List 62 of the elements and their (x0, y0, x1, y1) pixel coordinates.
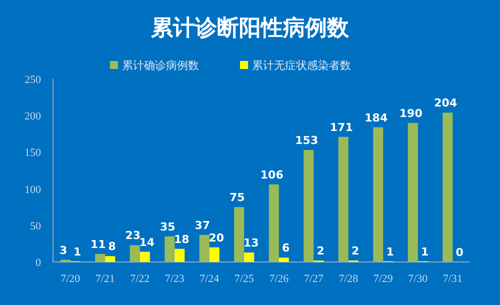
x-tick-label: 7/23 (164, 273, 185, 285)
data-label: 23 (125, 229, 141, 242)
y-tick-label: 200 (24, 110, 42, 123)
x-tick-label: 7/29 (373, 273, 394, 285)
x-tick-label: 7/25 (234, 273, 254, 285)
x-tick-label: 7/28 (338, 273, 359, 285)
data-label: 1 (386, 245, 394, 258)
data-label: 2 (316, 244, 324, 258)
data-label: 184 (364, 111, 388, 124)
x-tick-label: 7/21 (95, 273, 115, 285)
data-label: 11 (90, 238, 106, 251)
bar (278, 258, 289, 262)
data-label: 1 (74, 245, 82, 258)
data-label: 3 (60, 244, 68, 257)
data-label: 18 (174, 232, 190, 246)
bar (373, 127, 384, 262)
bar (130, 245, 140, 262)
bar (338, 136, 348, 262)
y-tick-label: 100 (24, 184, 42, 196)
x-tick-label: 7/27 (304, 273, 324, 285)
bar (244, 252, 254, 262)
data-label: 106 (260, 168, 284, 182)
x-tick-label: 7/30 (408, 273, 428, 285)
data-label: 37 (194, 218, 210, 232)
data-label: 6 (282, 242, 290, 255)
data-label: 8 (108, 240, 116, 254)
bar (442, 112, 453, 262)
x-tick-label: 7/22 (130, 273, 150, 285)
data-label: 204 (434, 96, 458, 110)
bar (164, 236, 175, 262)
x-tick-label: 7/26 (269, 273, 290, 285)
bar (209, 247, 220, 262)
bar (304, 150, 314, 262)
bar (95, 254, 106, 262)
data-label: 190 (399, 106, 423, 120)
data-label: 153 (295, 134, 318, 148)
data-label: 14 (139, 236, 155, 249)
bar (105, 256, 116, 262)
data-label: 13 (243, 236, 259, 250)
y-tick-label: 50 (30, 220, 42, 232)
data-label: 75 (229, 191, 245, 204)
data-label: 2 (352, 244, 360, 258)
x-tick-label: 7/31 (442, 273, 462, 285)
bar (234, 207, 244, 262)
chart-title: 累计诊断阳性病例数 (150, 16, 350, 41)
data-label: 0 (456, 246, 464, 259)
bar (140, 252, 150, 262)
data-label: 171 (330, 120, 353, 134)
bar (408, 122, 418, 262)
y-tick-label: 0 (36, 257, 42, 269)
y-tick-label: 250 (24, 74, 42, 86)
y-tick-label: 150 (24, 147, 42, 160)
bar (199, 234, 210, 262)
x-tick-label: 7/20 (60, 273, 81, 285)
data-label: 20 (208, 231, 224, 244)
data-label: 35 (160, 220, 176, 234)
bar (268, 184, 279, 262)
legend-label: 累计无症状感染者数 (252, 59, 351, 72)
bar (174, 248, 185, 262)
data-label: 1 (421, 245, 429, 258)
x-tick-label: 7/24 (200, 273, 220, 285)
legend-label: 累计确诊病例数 (122, 59, 199, 72)
